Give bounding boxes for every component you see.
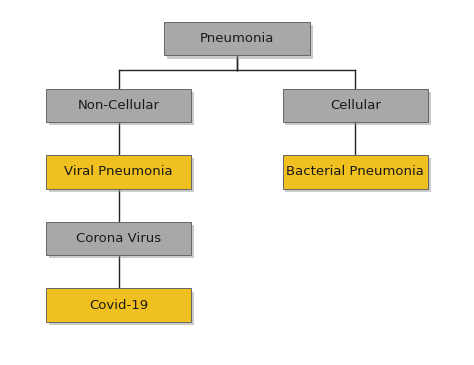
Text: Pneumonia: Pneumonia xyxy=(200,32,274,45)
FancyBboxPatch shape xyxy=(283,89,428,122)
FancyBboxPatch shape xyxy=(46,89,191,122)
Text: Covid-19: Covid-19 xyxy=(89,299,148,312)
Text: Bacterial Pneumonia: Bacterial Pneumonia xyxy=(286,165,424,178)
FancyBboxPatch shape xyxy=(46,155,191,189)
FancyBboxPatch shape xyxy=(285,158,431,192)
FancyBboxPatch shape xyxy=(46,222,191,255)
FancyBboxPatch shape xyxy=(167,25,312,59)
FancyBboxPatch shape xyxy=(49,92,194,125)
Text: Corona Virus: Corona Virus xyxy=(76,232,161,245)
Text: Non-Cellular: Non-Cellular xyxy=(78,99,160,112)
FancyBboxPatch shape xyxy=(46,288,191,322)
FancyBboxPatch shape xyxy=(285,92,431,125)
FancyBboxPatch shape xyxy=(164,22,310,55)
FancyBboxPatch shape xyxy=(283,155,428,189)
Text: Cellular: Cellular xyxy=(330,99,381,112)
FancyBboxPatch shape xyxy=(49,292,194,325)
FancyBboxPatch shape xyxy=(49,225,194,258)
Text: Viral Pneumonia: Viral Pneumonia xyxy=(64,165,173,178)
FancyBboxPatch shape xyxy=(49,158,194,192)
